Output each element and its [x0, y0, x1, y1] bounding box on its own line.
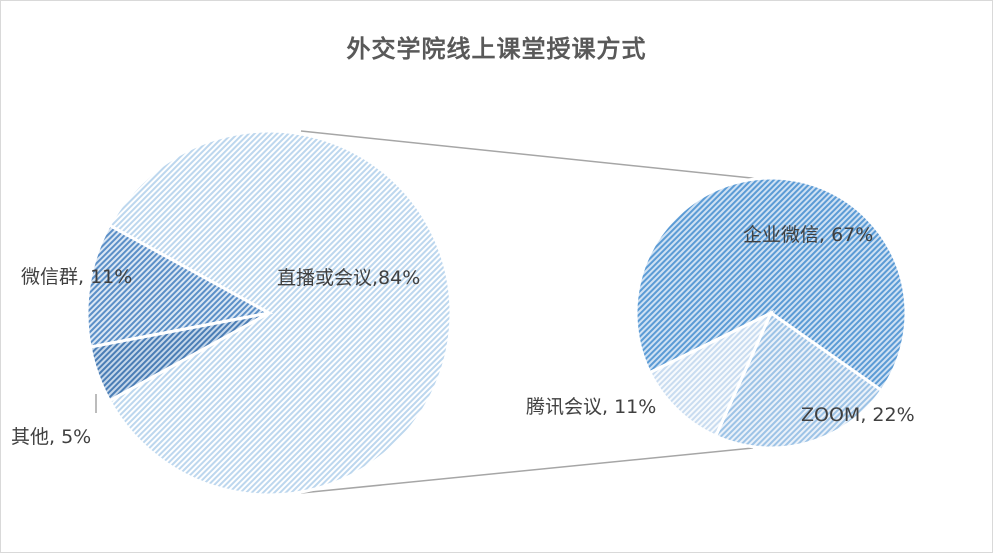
- data-label-wechat-group: 微信群, 11%: [21, 266, 132, 288]
- pie-slice-live: [107, 129, 453, 497]
- data-label-wecom: 企业微信, 67%: [743, 224, 873, 246]
- data-label-live: 直播或会议,84%: [277, 267, 420, 289]
- pie-slice-tencent: [647, 309, 775, 439]
- pie-slice-wecom: [634, 176, 908, 393]
- connector-line-top: [300, 130, 762, 180]
- pie-slice-other: [88, 311, 270, 403]
- chart-title: 外交学院线上课堂授课方式: [346, 35, 647, 63]
- pie-slice-wechat-group: [85, 223, 274, 349]
- connector-line-bottom: [300, 447, 754, 494]
- data-label-zoom: ZOOM, 22%: [801, 404, 915, 426]
- data-label-tencent: 腾讯会议, 11%: [526, 396, 656, 418]
- data-label-other: 其他, 5%: [11, 426, 91, 448]
